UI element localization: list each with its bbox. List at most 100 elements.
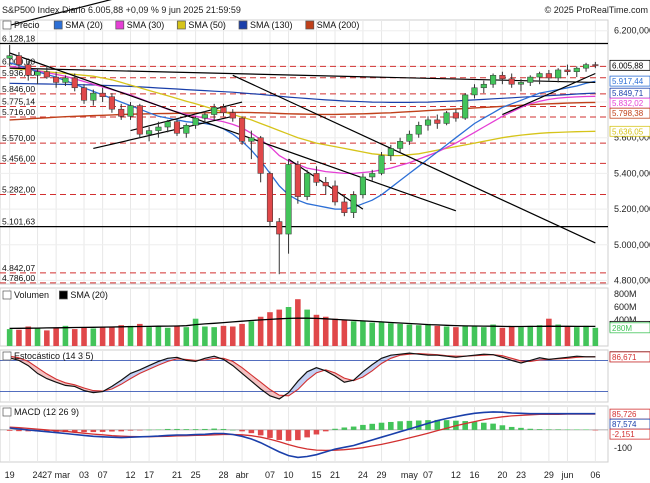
volume-bar xyxy=(481,327,487,346)
candle-body xyxy=(341,201,348,213)
stochastic-fill-segment xyxy=(37,367,47,379)
x-tick-label: 19 xyxy=(5,470,15,480)
x-tick-label: 29 xyxy=(544,470,554,480)
candle-body xyxy=(332,185,339,203)
value-tag-label: 280M xyxy=(612,324,632,333)
legend-swatch xyxy=(53,20,63,30)
macd-histogram-bar xyxy=(350,426,357,430)
candle-body xyxy=(369,173,376,178)
volume-bar xyxy=(425,323,431,346)
volume-bar xyxy=(397,323,403,346)
macd-histogram-bar xyxy=(285,429,292,441)
volume-bar xyxy=(248,321,255,346)
macd-histogram-bar xyxy=(360,424,366,430)
sma20-line xyxy=(9,62,596,210)
stochastic-fill-segment xyxy=(307,367,317,381)
price-value-tag-label: 5.832,02 xyxy=(612,99,644,108)
macd-histogram-bar xyxy=(220,428,227,430)
macd-histogram-bar xyxy=(6,429,13,431)
volume-bar xyxy=(137,323,143,346)
macd-histogram-bar xyxy=(295,429,301,441)
x-tick-label: 23 xyxy=(516,470,526,480)
volume-bar xyxy=(62,325,69,346)
level-label: 5.456,00 xyxy=(2,153,35,163)
macd-histogram-bar xyxy=(536,429,543,430)
volume-bar xyxy=(564,326,571,346)
volume-bar xyxy=(220,325,227,346)
candle-body xyxy=(397,141,404,149)
candle-body xyxy=(583,64,590,69)
volume-bar xyxy=(229,326,236,346)
volume-bar xyxy=(192,318,199,346)
candle-body xyxy=(248,137,255,142)
x-tick-label: 21 xyxy=(330,470,340,480)
volume-bar xyxy=(34,328,41,346)
macd-histogram-bar xyxy=(341,427,348,430)
candle-body xyxy=(164,121,171,128)
price-value-tag-label: 5.917,44 xyxy=(612,77,644,86)
macd-histogram-bar xyxy=(137,429,143,431)
trendline xyxy=(93,115,233,150)
macd-histogram-bar xyxy=(583,429,589,431)
price-panel-frame xyxy=(0,19,609,285)
volume-bar xyxy=(53,327,59,346)
candle-body xyxy=(462,94,469,119)
macd-histogram-bar xyxy=(425,420,431,430)
macd-histogram-bar xyxy=(99,429,106,432)
candle-body xyxy=(239,117,246,142)
legend-label: Precio xyxy=(14,20,40,30)
macd-histogram-bar xyxy=(192,429,199,430)
stochastic-fill-segment xyxy=(362,364,373,378)
legend-label: MACD (12 26 9) xyxy=(14,407,79,417)
volume-bar xyxy=(490,324,496,346)
candle-body xyxy=(62,77,69,83)
candle-body xyxy=(99,92,106,97)
volume-bar xyxy=(388,323,394,346)
macd-histogram-bar xyxy=(71,429,78,433)
price-value-tag-label: 5.798,38 xyxy=(612,109,644,118)
volume-bar xyxy=(583,325,589,346)
macd-histogram-bar xyxy=(146,429,152,431)
macd-value-tag-label: -2,151 xyxy=(612,430,635,439)
candle-body xyxy=(25,64,32,76)
volume-bar xyxy=(322,316,329,346)
macd-histogram-bar xyxy=(16,429,22,432)
legend-swatch xyxy=(238,20,248,30)
legend-label: SMA (20) xyxy=(70,290,108,300)
macd-histogram-bar xyxy=(462,421,468,430)
stochastic-d-line xyxy=(9,353,596,397)
macd-histogram-bar xyxy=(434,419,441,430)
macd-histogram-bar xyxy=(332,428,338,430)
stochastic-fill-segment xyxy=(297,371,308,390)
volume-bar xyxy=(276,309,283,346)
x-tick-label: may xyxy=(401,470,419,480)
candle-body xyxy=(257,137,264,174)
macd-histogram-bar xyxy=(415,420,422,430)
legend-swatch xyxy=(2,20,12,30)
macd-line xyxy=(9,411,596,459)
macd-histogram-bar xyxy=(313,429,320,435)
candle-body xyxy=(53,76,60,83)
value-tag-label: 86,671 xyxy=(612,353,637,362)
volume-bar xyxy=(99,327,106,346)
price-axis-label: 5.200,000 xyxy=(614,204,650,214)
candle-body xyxy=(443,112,450,124)
macd-histogram-bar xyxy=(118,429,124,432)
macd-histogram-bar xyxy=(490,423,496,430)
candle-body xyxy=(490,75,497,85)
price-axis-label: 5.600,000 xyxy=(614,133,650,143)
macd-histogram-bar xyxy=(276,429,283,440)
candle-body xyxy=(127,105,134,117)
volume-bar xyxy=(378,321,385,346)
candle-body xyxy=(229,112,236,119)
sma200-line xyxy=(9,101,596,121)
volume-bar xyxy=(81,327,87,346)
x-tick-label: 06 xyxy=(590,470,600,480)
stochastic-fill-segment xyxy=(260,382,270,396)
macd-histogram-bar xyxy=(481,422,487,430)
stochastic-fill-segment xyxy=(335,372,345,383)
legend-label: SMA (130) xyxy=(250,20,293,30)
candle-body xyxy=(434,119,441,124)
macd-histogram-bar xyxy=(592,429,599,431)
macd-histogram-bar xyxy=(229,429,236,431)
